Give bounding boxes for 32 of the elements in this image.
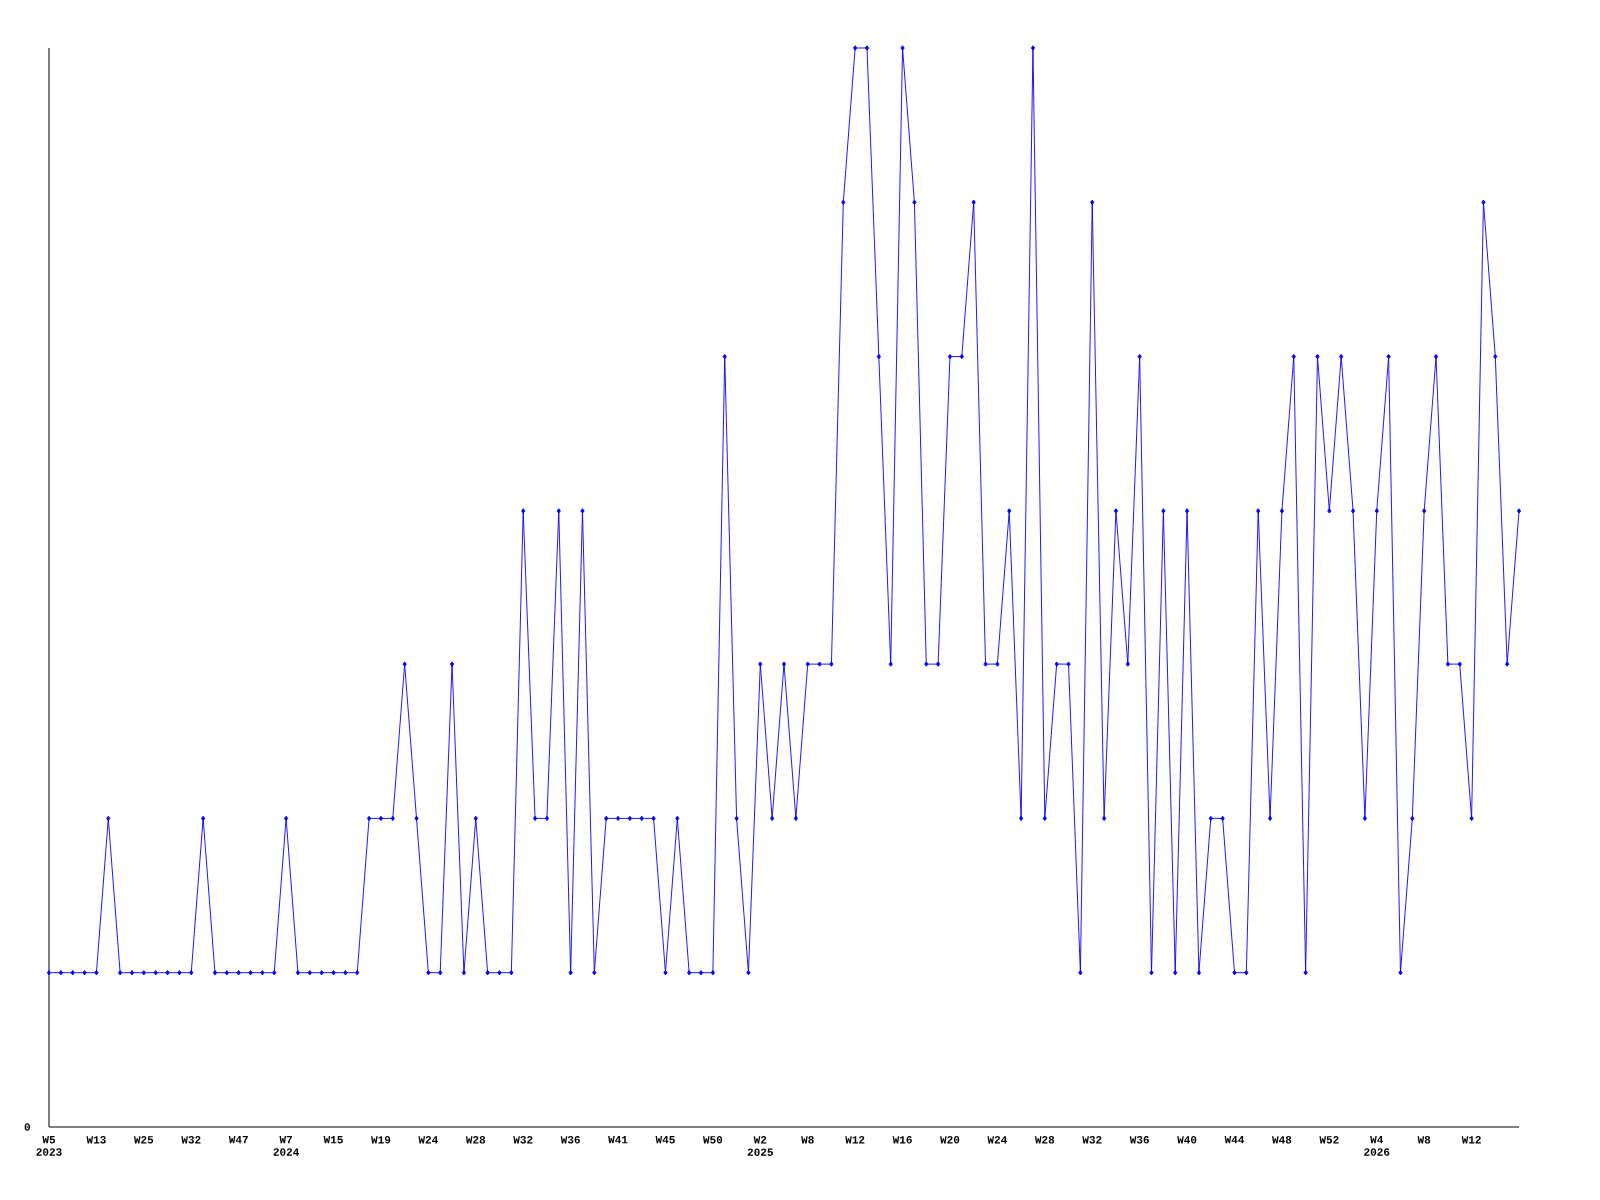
x-tick-label: W32 (513, 1136, 533, 1144)
x-tick-label: W12 (845, 1136, 865, 1144)
x-tick-label: W28 (465, 1136, 486, 1144)
x-tick-label: W16 (892, 1136, 912, 1144)
x-tick-label: W13 (86, 1136, 106, 1144)
x-tick-label: W24 (418, 1136, 438, 1144)
x-tick-label: W24 (987, 1136, 1007, 1144)
x-tick-label: W5 2023 (36, 1136, 62, 1156)
x-tick-label: W41 (608, 1136, 628, 1144)
x-tick-label: W50 (702, 1136, 723, 1144)
x-tick-label: W36 (560, 1136, 580, 1144)
x-tick-label: W12 (1461, 1136, 1481, 1144)
x-tick-label: W52 (1319, 1136, 1339, 1144)
x-tick-label: W2 2025 (747, 1136, 773, 1156)
x-tick-label: W48 (1272, 1136, 1292, 1144)
x-tick-label: W47 (228, 1136, 248, 1144)
x-tick-label: W15 (323, 1136, 343, 1144)
x-tick-label: W45 (655, 1136, 675, 1144)
x-tick-label: W7 2024 (273, 1136, 299, 1156)
x-tick-label: W25 (133, 1136, 154, 1144)
x-tick-label: W8 (801, 1136, 814, 1144)
x-tick-label: W20 (940, 1136, 960, 1144)
text: 0 (24, 1123, 30, 1131)
x-tick-label: W4 2026 (1364, 1136, 1390, 1156)
x-tick-label: W32 (1082, 1136, 1102, 1144)
x-tick-label: W40 (1177, 1136, 1197, 1144)
x-tick-label: W8 (1417, 1136, 1431, 1144)
x-tick-label: W36 (1129, 1136, 1149, 1144)
x-tick-label: W28 (1034, 1136, 1055, 1144)
x-tick-label: W32 (181, 1136, 201, 1144)
x-tick-label: W44 (1224, 1136, 1245, 1144)
x-tick-label: W19 (371, 1136, 391, 1144)
